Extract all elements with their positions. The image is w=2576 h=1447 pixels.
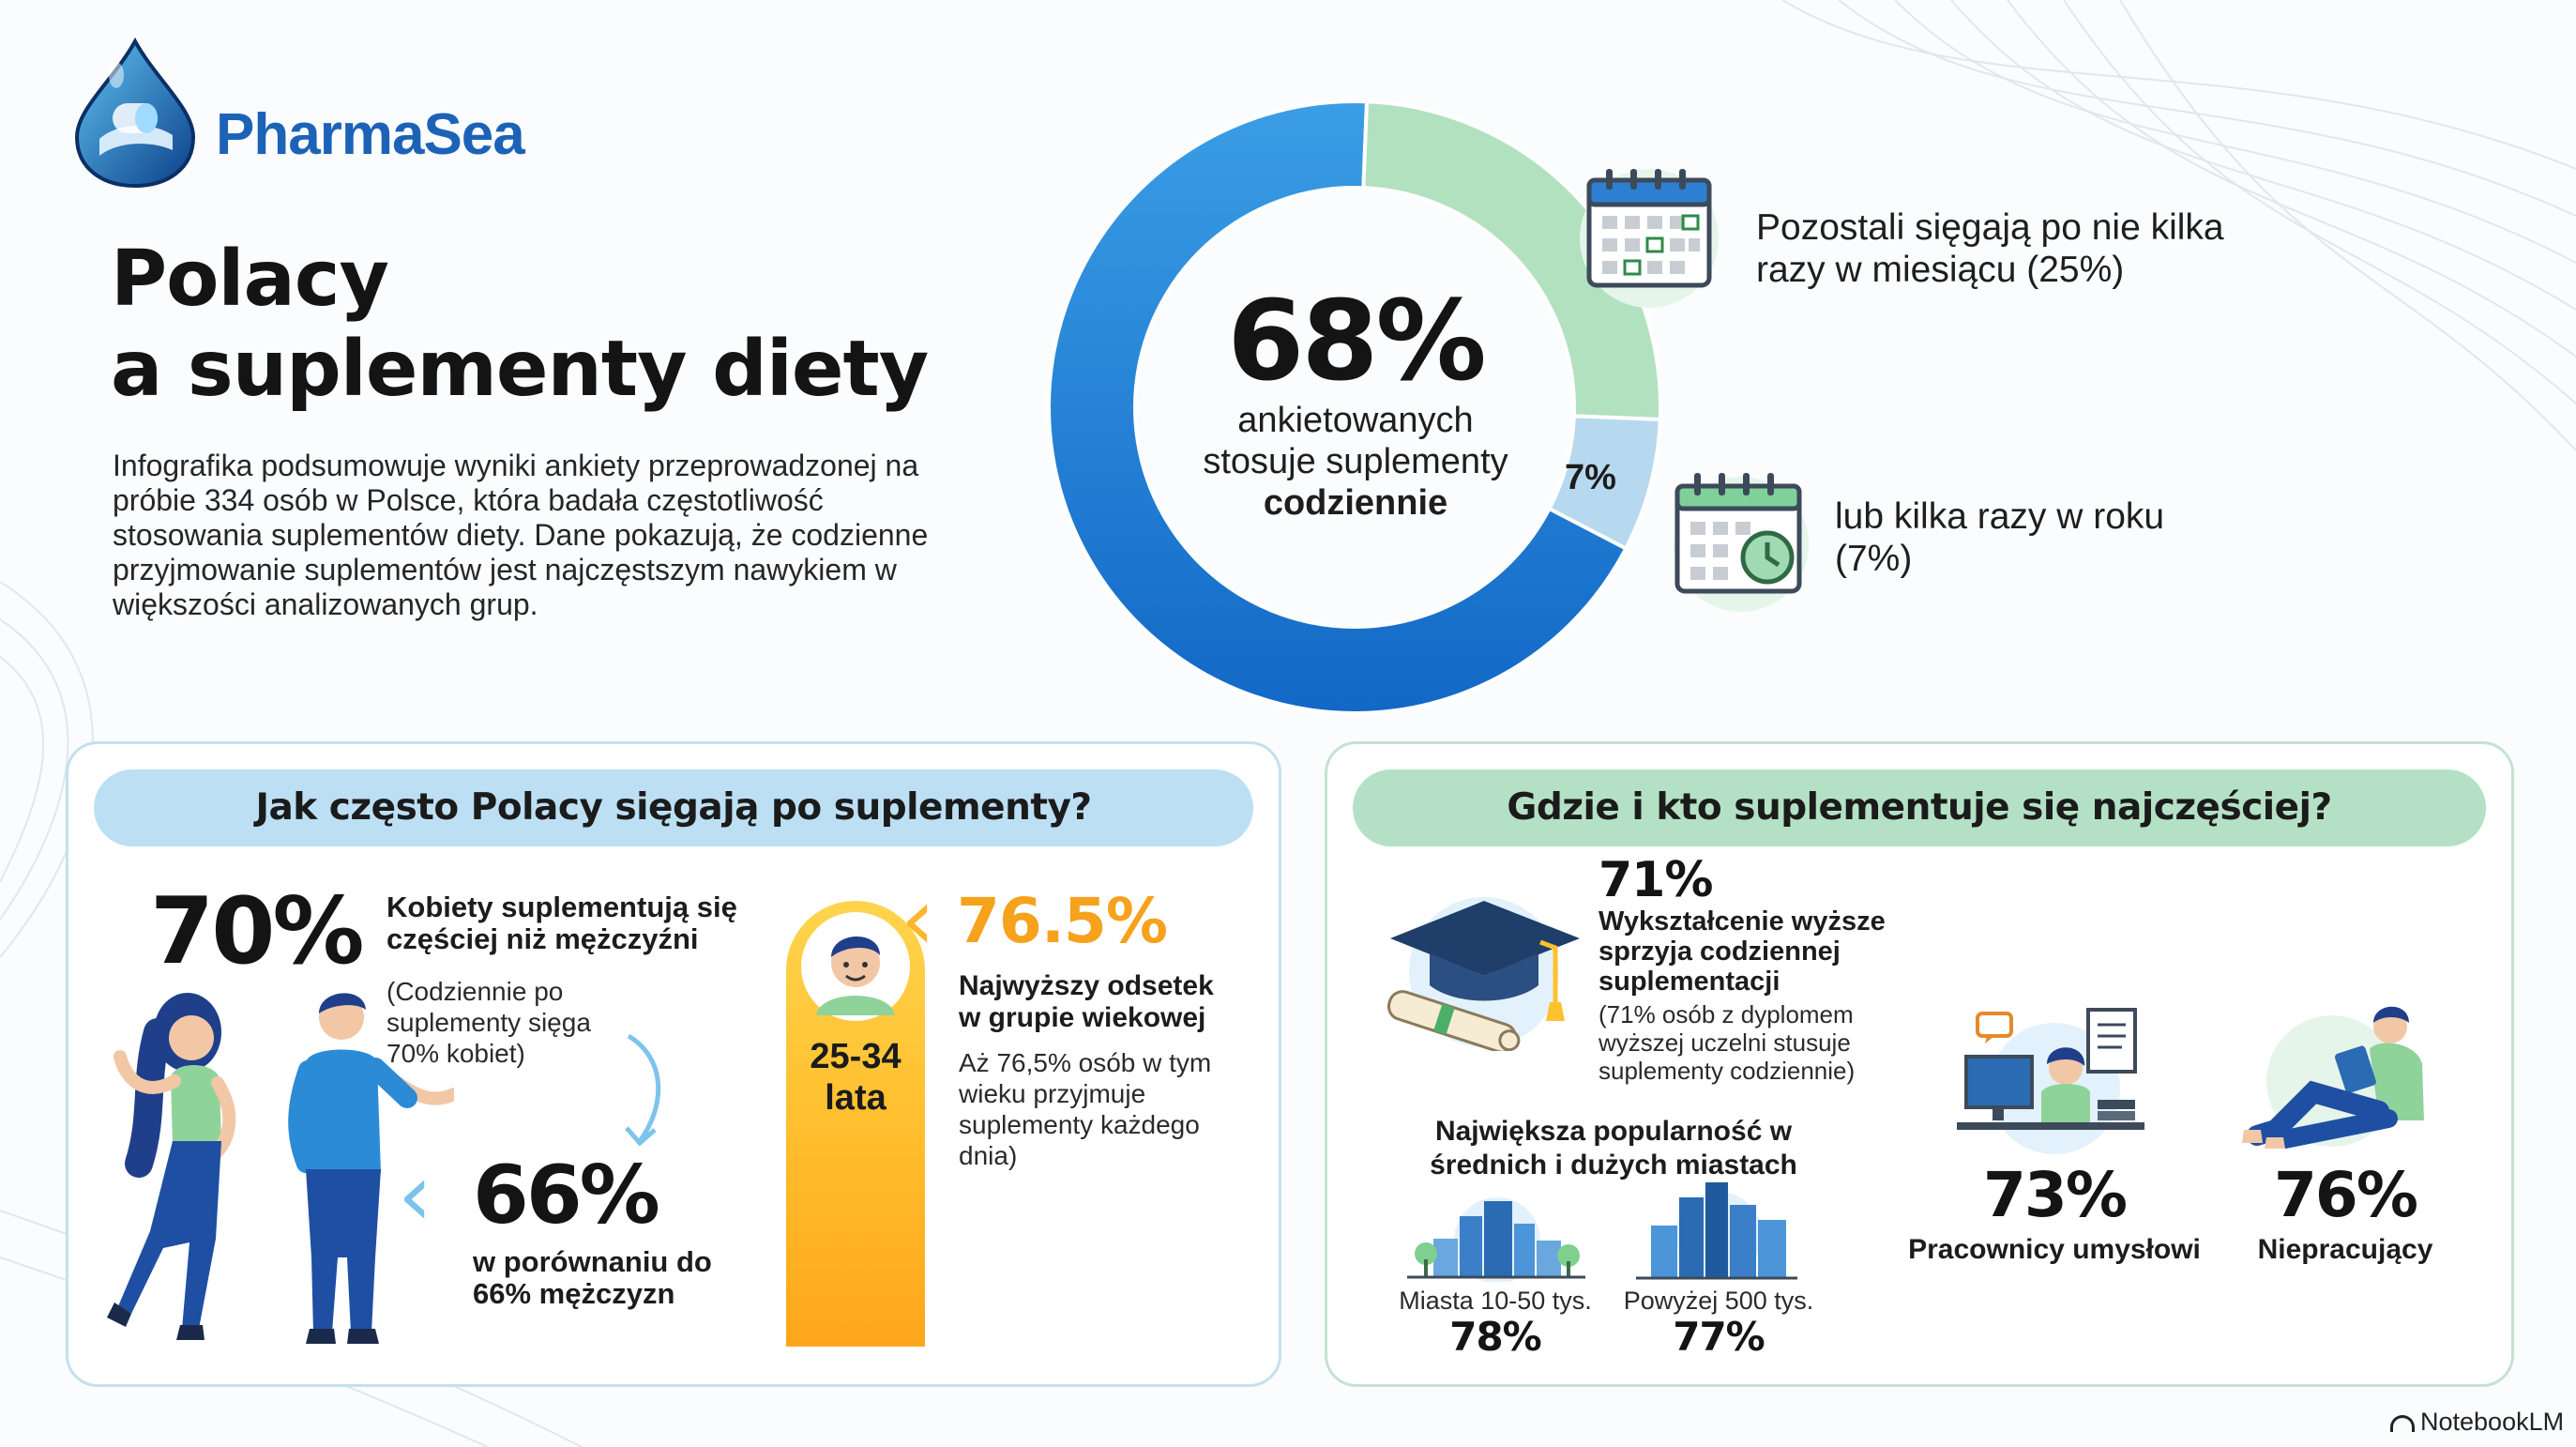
- men-percent: 66%: [473, 1149, 660, 1242]
- frequency-donut-chart: [1047, 99, 1662, 715]
- unemployed-label: Niepracujący: [2257, 1234, 2433, 1265]
- city1-label: Miasta 10-50 tys.: [1399, 1287, 1592, 1315]
- legend-yearly: lub kilka razy w roku (7%): [1835, 496, 2165, 579]
- notebooklm-watermark: NotebookLM: [2390, 1408, 2564, 1437]
- donut-center-line-1: ankietowanych: [1237, 401, 1474, 440]
- large-city-icon: [1636, 1182, 1797, 1280]
- pharmasea-logo-icon: [74, 38, 196, 188]
- curved-arrow-icon: [625, 1033, 661, 1147]
- calendar-icon: [1580, 169, 1719, 308]
- frequency-panel-heading: Jak często Polacy sięgają po suplementy?: [94, 769, 1253, 846]
- city2-label: Powyżej 500 tys.: [1623, 1287, 1814, 1315]
- office-workers-label: Pracownicy umysłowi: [1908, 1234, 2201, 1265]
- city-heading: Największa popularność w średnich i duży…: [1430, 1116, 1797, 1180]
- age-percent: 76.5%: [957, 885, 1168, 957]
- brand-name: PharmaSea: [216, 102, 525, 167]
- age-title: Najwyższy odsetek w grupie wiekowej: [959, 970, 1214, 1033]
- unemployed-percent: 76%: [2274, 1159, 2418, 1231]
- woman-and-man-illustration: [107, 993, 454, 1344]
- women-note: (Codziennie po suplementy sięga 70% kobi…: [386, 977, 591, 1068]
- education-percent: 71%: [1599, 852, 1713, 908]
- age-range-label: 25-34 lata: [810, 1037, 902, 1118]
- chevron-left-orange-icon: ‹: [901, 869, 935, 969]
- women-percent: 70%: [150, 878, 365, 985]
- reading-person-illustration: [2242, 1006, 2424, 1149]
- office-worker-illustration: [1957, 1008, 2144, 1154]
- notebooklm-logo-icon: [2390, 1415, 2415, 1432]
- men-text: w porównaniu do 66% mężczyzn: [473, 1245, 712, 1310]
- title-line-2: a suplementy diety: [111, 325, 929, 414]
- donut-center-percent: 68%: [1227, 276, 1486, 405]
- donut-center-bold: codziennie: [1263, 483, 1448, 523]
- graduation-cap-icon: [1386, 897, 1580, 1051]
- donut-segment-monthly: [1361, 99, 1662, 422]
- demographics-panel-heading: Gdzie i kto suplementuje się najczęściej…: [1353, 769, 2486, 846]
- donut-center-line-2: stosuje suplementy: [1203, 442, 1508, 481]
- donut-center-label: ankietowanych stosuje suplementy codzien…: [1135, 400, 1576, 524]
- young-man-avatar-icon: [801, 912, 910, 1021]
- age-note: Aż 76,5% osób w tym wieku przyjmuje supl…: [959, 1048, 1212, 1170]
- donut-segment-daily: [1047, 99, 1629, 715]
- city2-percent: 77%: [1673, 1314, 1765, 1360]
- chevron-left-icon: ‹: [398, 1145, 432, 1245]
- footer-text: NotebookLM: [2420, 1408, 2565, 1436]
- women-title: Kobiety suplementują się częściej niż mę…: [386, 891, 737, 955]
- medium-city-icon: [1407, 1197, 1585, 1282]
- donut-segment-label-yearly: 7%: [1565, 458, 1616, 497]
- intro-paragraph: Infografika podsumowuje wyniki ankiety p…: [113, 449, 929, 621]
- title-line-1: Polacy: [111, 235, 389, 324]
- city1-percent: 78%: [1449, 1314, 1542, 1360]
- education-note: (71% osób z dyplomem wyższej uczelni stu…: [1599, 1000, 1856, 1085]
- education-title: Wykształcenie wyższe sprzyja codziennej …: [1599, 906, 1886, 997]
- donut-segment-yearly: [1546, 414, 1662, 552]
- frequency-panel: [66, 741, 1281, 1387]
- legend-monthly: Pozostali sięgają po nie kilka razy w mi…: [1756, 207, 2224, 290]
- page-title: Polacy a suplementy diety: [111, 235, 929, 415]
- office-workers-percent: 73%: [1983, 1159, 2128, 1231]
- calendar-clock-icon: [1674, 473, 1809, 612]
